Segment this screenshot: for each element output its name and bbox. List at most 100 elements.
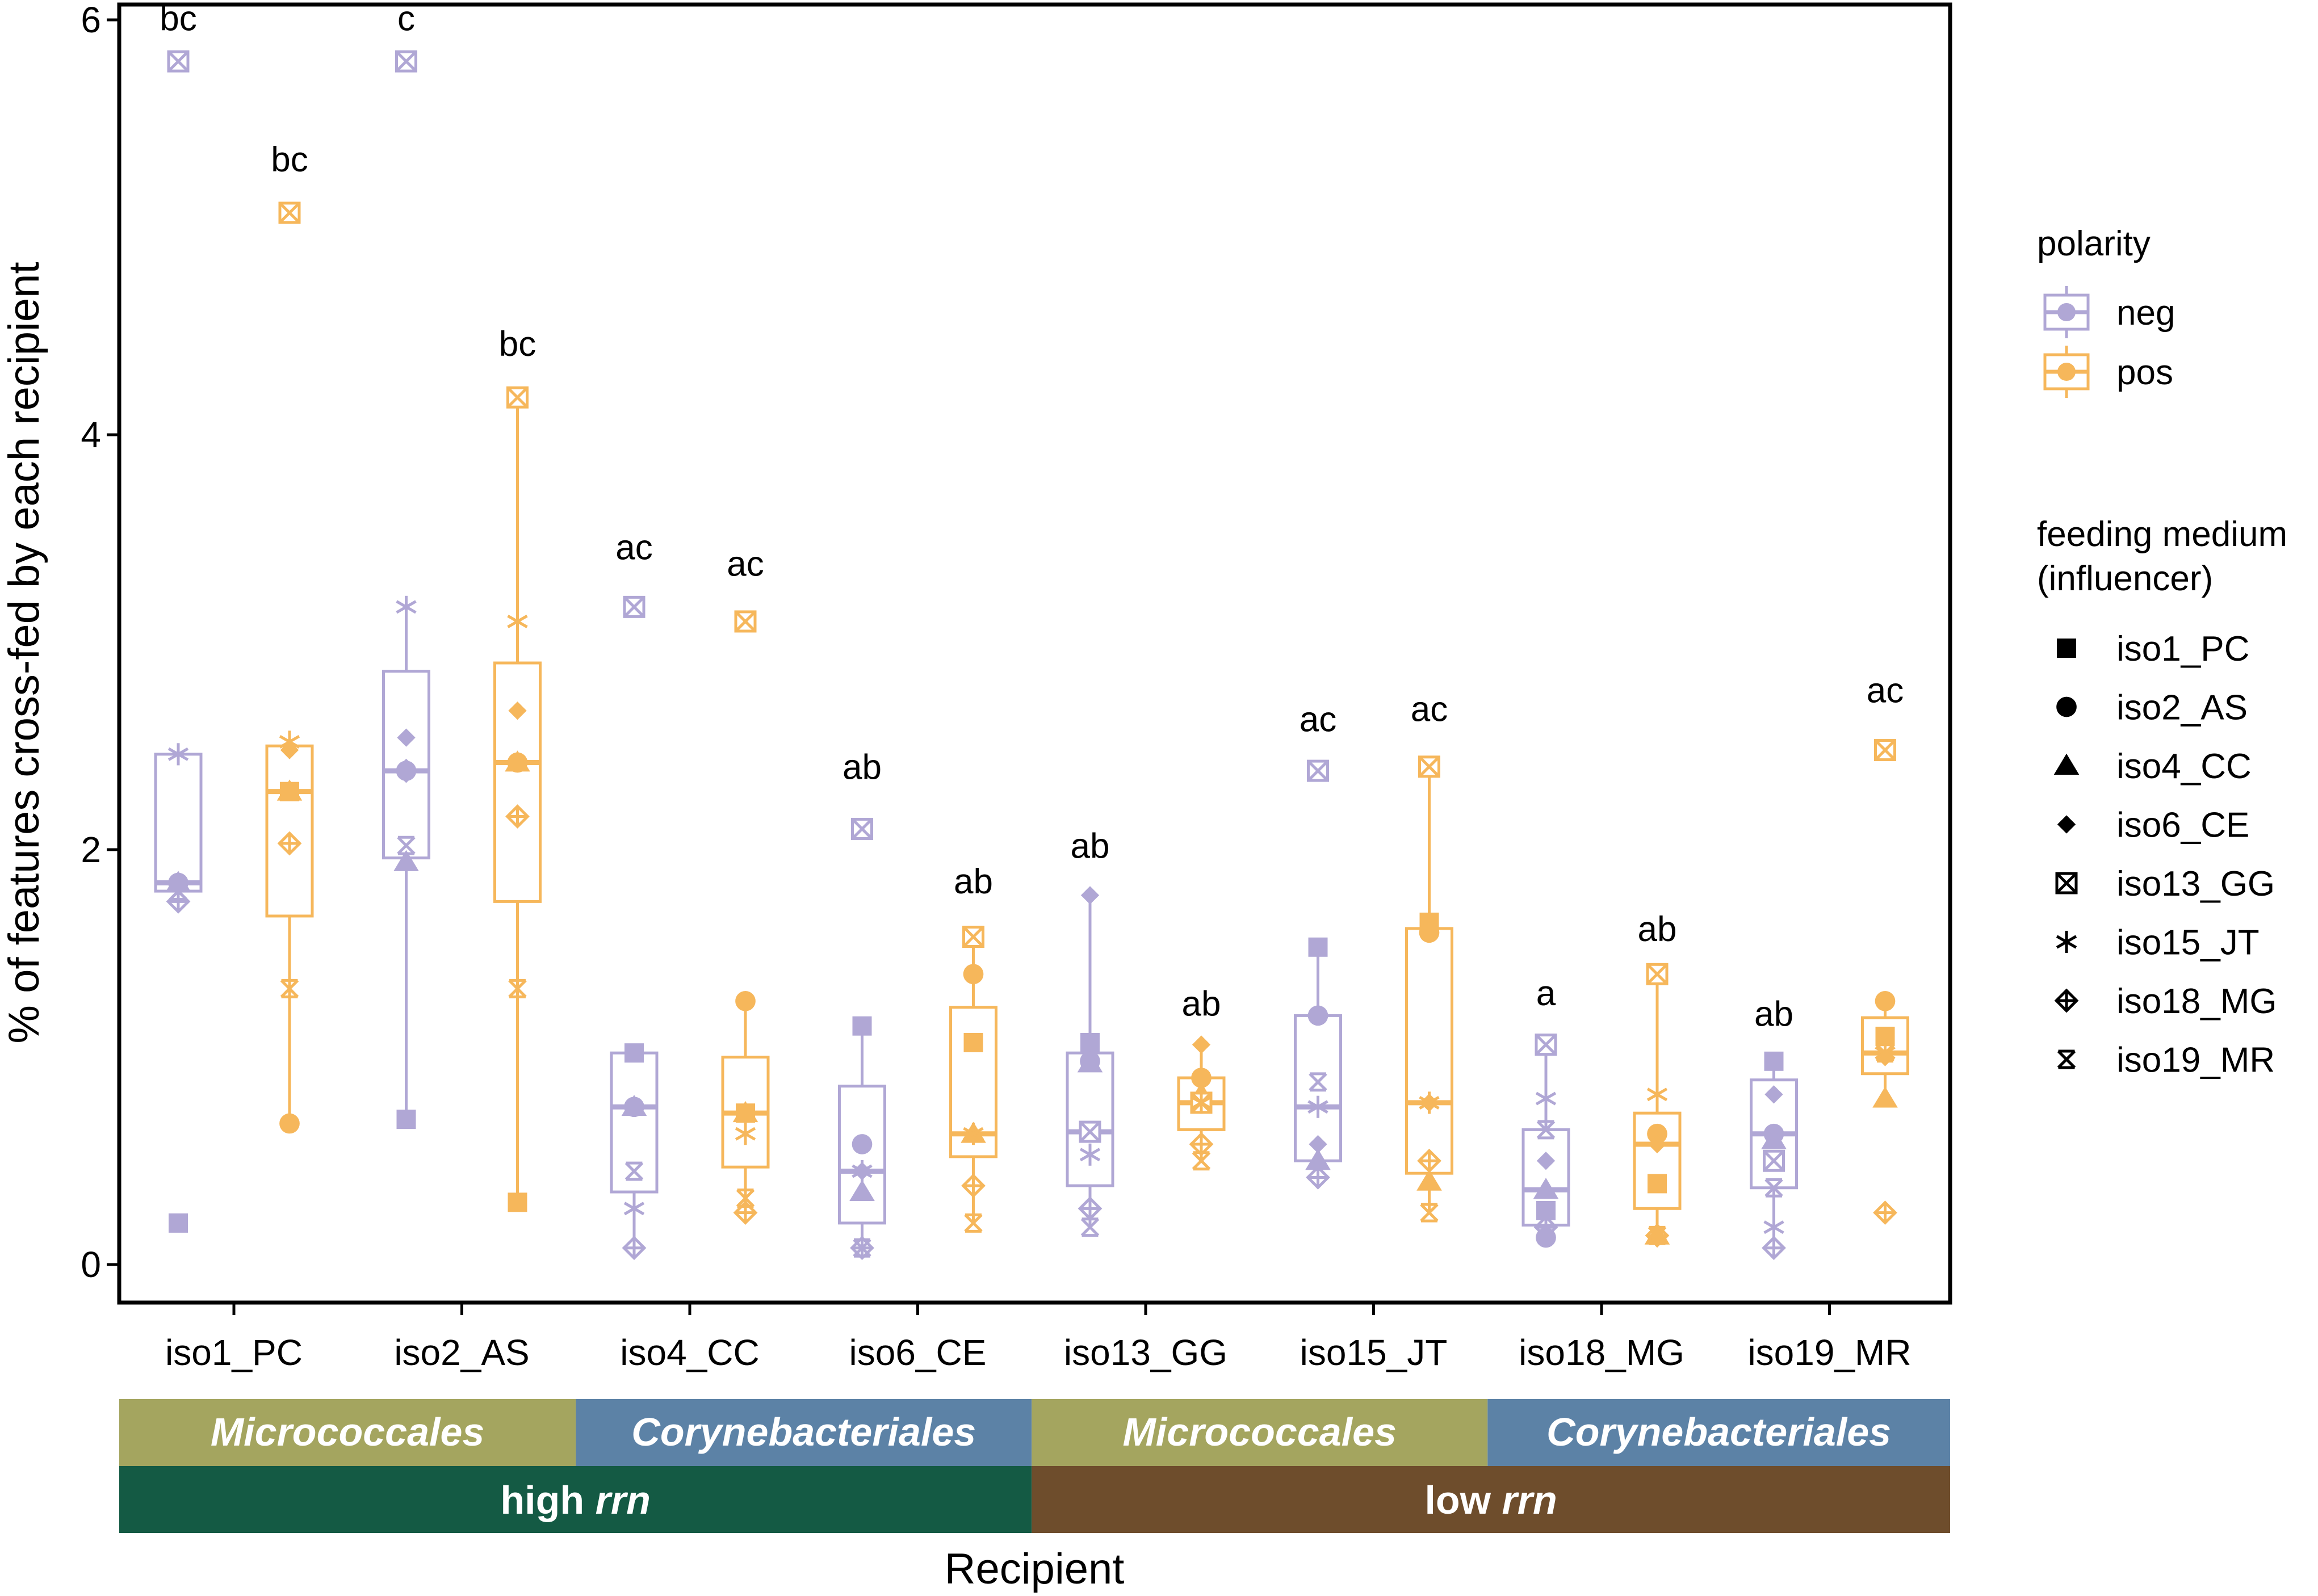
point-pos-iso13_GG-iso2_AS [1191, 1068, 1212, 1088]
point-pos-iso4_CC-iso13_GG [734, 610, 757, 633]
rrn-band [1032, 1466, 1950, 1533]
significance-letter: ac [727, 545, 764, 584]
marker-triangle [276, 779, 303, 801]
legend-medium-icon-iso1_PC [2057, 639, 2076, 658]
point-pos-iso18_MG-iso6_CE [1648, 1135, 1667, 1154]
point-neg-iso18_MG-iso18_MG [1533, 1215, 1558, 1240]
marker-asterisk-stroke [963, 1127, 984, 1141]
point-pos-iso2_AS-iso6_CE [508, 701, 527, 720]
marker-diamond [1536, 1152, 1556, 1170]
legend-medium-icon-iso6_CE [2057, 815, 2076, 834]
significance-letter: ac [1867, 671, 1904, 710]
point-neg-iso13_GG-iso15_JT [1079, 1143, 1101, 1166]
point-pos-iso4_CC-iso6_CE [736, 1104, 755, 1123]
marker-square [508, 1192, 527, 1212]
marker-diamond [1648, 1135, 1667, 1154]
order-band [1487, 1399, 1950, 1466]
point-neg-iso4_CC-iso1_PC [624, 1043, 644, 1063]
marker-circle [852, 1134, 873, 1154]
rrn-band-label: high rrn [500, 1478, 650, 1522]
point-neg-iso2_AS-iso6_CE [397, 728, 416, 747]
marker-cross-line [1309, 1073, 1327, 1091]
point-neg-iso1_PC-iso15_JT [167, 743, 189, 766]
point-pos-iso19_MR-iso4_CC [1872, 1086, 1898, 1108]
marker-cross-line [279, 202, 300, 224]
marker-triangle [849, 1179, 875, 1202]
x-tick-label: iso18_MG [1519, 1332, 1684, 1373]
rrn-band-label-italic: rrn [596, 1478, 651, 1522]
legend-polarity-key-pos [2043, 346, 2090, 398]
significance-letters: bc bc c bc ac ac ab ab ab ab ac ac a ab ab ac [160, 0, 1904, 1034]
point-neg-iso4_CC-iso13_GG [623, 595, 645, 618]
point-neg-iso19_MR-iso13_GG [1763, 1149, 1785, 1172]
point-pos-iso2_AS-iso15_JT [507, 610, 528, 633]
point-neg-iso1_PC-iso1_PC [169, 1213, 188, 1233]
point-pos-iso2_AS-iso4_CC [505, 750, 530, 772]
point-pos-iso2_AS-iso19_MR [508, 978, 527, 998]
legend-medium-icon-iso13_GG [2055, 872, 2078, 894]
rrn-band-label: low rrn [1424, 1478, 1557, 1522]
point-pos-iso6_CE-iso15_JT [963, 1123, 984, 1145]
marker-cross-line [508, 979, 527, 998]
point-neg-iso15_JT-iso19_MR [1309, 1072, 1327, 1092]
point-pos-iso13_GG-iso19_MR [1192, 1151, 1211, 1171]
marker-asterisk-stroke [623, 1202, 645, 1216]
point-pos-iso15_JT-iso18_MG [1417, 1148, 1441, 1173]
x-axis-title: Recipient [945, 1545, 1125, 1593]
marker-square [169, 1213, 188, 1233]
point-pos-iso6_CE-iso2_AS [963, 964, 984, 985]
point-pos-iso19_MR-iso2_AS [1875, 990, 1896, 1011]
marker-cross-line [397, 836, 416, 855]
marker-circle [963, 964, 984, 985]
legend-key-dot [2057, 303, 2076, 321]
marker-square [624, 1043, 644, 1063]
point-pos-iso13_GG-iso15_JT [1191, 1091, 1212, 1114]
significance-letter: bc [271, 140, 308, 179]
box-pos-iso1_PC [265, 744, 314, 1124]
point-neg-iso19_MR-iso18_MG [1762, 1236, 1786, 1261]
point-pos-iso19_MR-iso18_MG [1873, 1200, 1897, 1225]
point-neg-iso13_GG-iso19_MR [1080, 1217, 1100, 1237]
legend-medium-icon-iso15_JT [2056, 930, 2077, 954]
marker-diamond [624, 1098, 644, 1116]
marker-cross-line [2057, 1050, 2076, 1069]
y-axis: 0 2 4 6 [81, 0, 119, 1285]
order-band [119, 1399, 576, 1466]
marker-diamond [1080, 886, 1100, 905]
marker-circle [1419, 922, 1440, 943]
marker-cross-line [1535, 1034, 1557, 1056]
marker-cross-line [280, 979, 299, 998]
x-tick-label: iso13_GG [1064, 1332, 1227, 1373]
point-neg-iso15_JT-iso6_CE [1309, 1135, 1327, 1154]
point-neg-iso15_JT-iso13_GG [1307, 759, 1329, 782]
marker-square [2057, 639, 2076, 658]
box-iqr [1405, 927, 1453, 1175]
point-neg-iso13_GG-iso13_GG [1079, 1120, 1101, 1143]
box-iqr [493, 661, 542, 903]
marker-cross-line [506, 387, 529, 408]
point-neg-iso13_GG-iso4_CC [1077, 1051, 1103, 1073]
rrn-band-label-prefix: high [500, 1478, 595, 1522]
marker-circle [2056, 696, 2077, 717]
point-pos-iso18_MG-iso2_AS [1647, 1123, 1667, 1144]
legend-medium-label: iso18_MG [2116, 982, 2277, 1021]
order-band-label: Micrococcales [211, 1410, 484, 1454]
marker-asterisk-stroke [1646, 1087, 1668, 1102]
point-neg-iso15_JT-iso4_CC [1305, 1149, 1331, 1170]
point-pos-iso2_AS-iso1_PC [508, 1192, 527, 1212]
box-iqr [838, 1085, 886, 1225]
point-neg-iso19_MR-iso19_MR [1764, 1178, 1783, 1198]
y-tick-label: 4 [81, 414, 101, 455]
significance-letter: c [397, 0, 415, 38]
x-tick-label: iso6_CE [849, 1332, 987, 1373]
marker-diamond [1309, 1135, 1327, 1154]
marker-cross-line [395, 51, 417, 72]
taxonomy-bands: Micrococcales Corynebacteriales Micrococca… [119, 1399, 1950, 1533]
marker-triangle [1761, 1128, 1787, 1149]
marker-cross-line [1192, 1152, 1211, 1170]
rrn-band-label-prefix: low [1424, 1478, 1502, 1522]
marker-diamond [736, 1104, 755, 1123]
point-pos-iso15_JT-iso2_AS [1419, 922, 1440, 943]
point-neg-iso6_CE-iso4_CC [849, 1179, 875, 1202]
